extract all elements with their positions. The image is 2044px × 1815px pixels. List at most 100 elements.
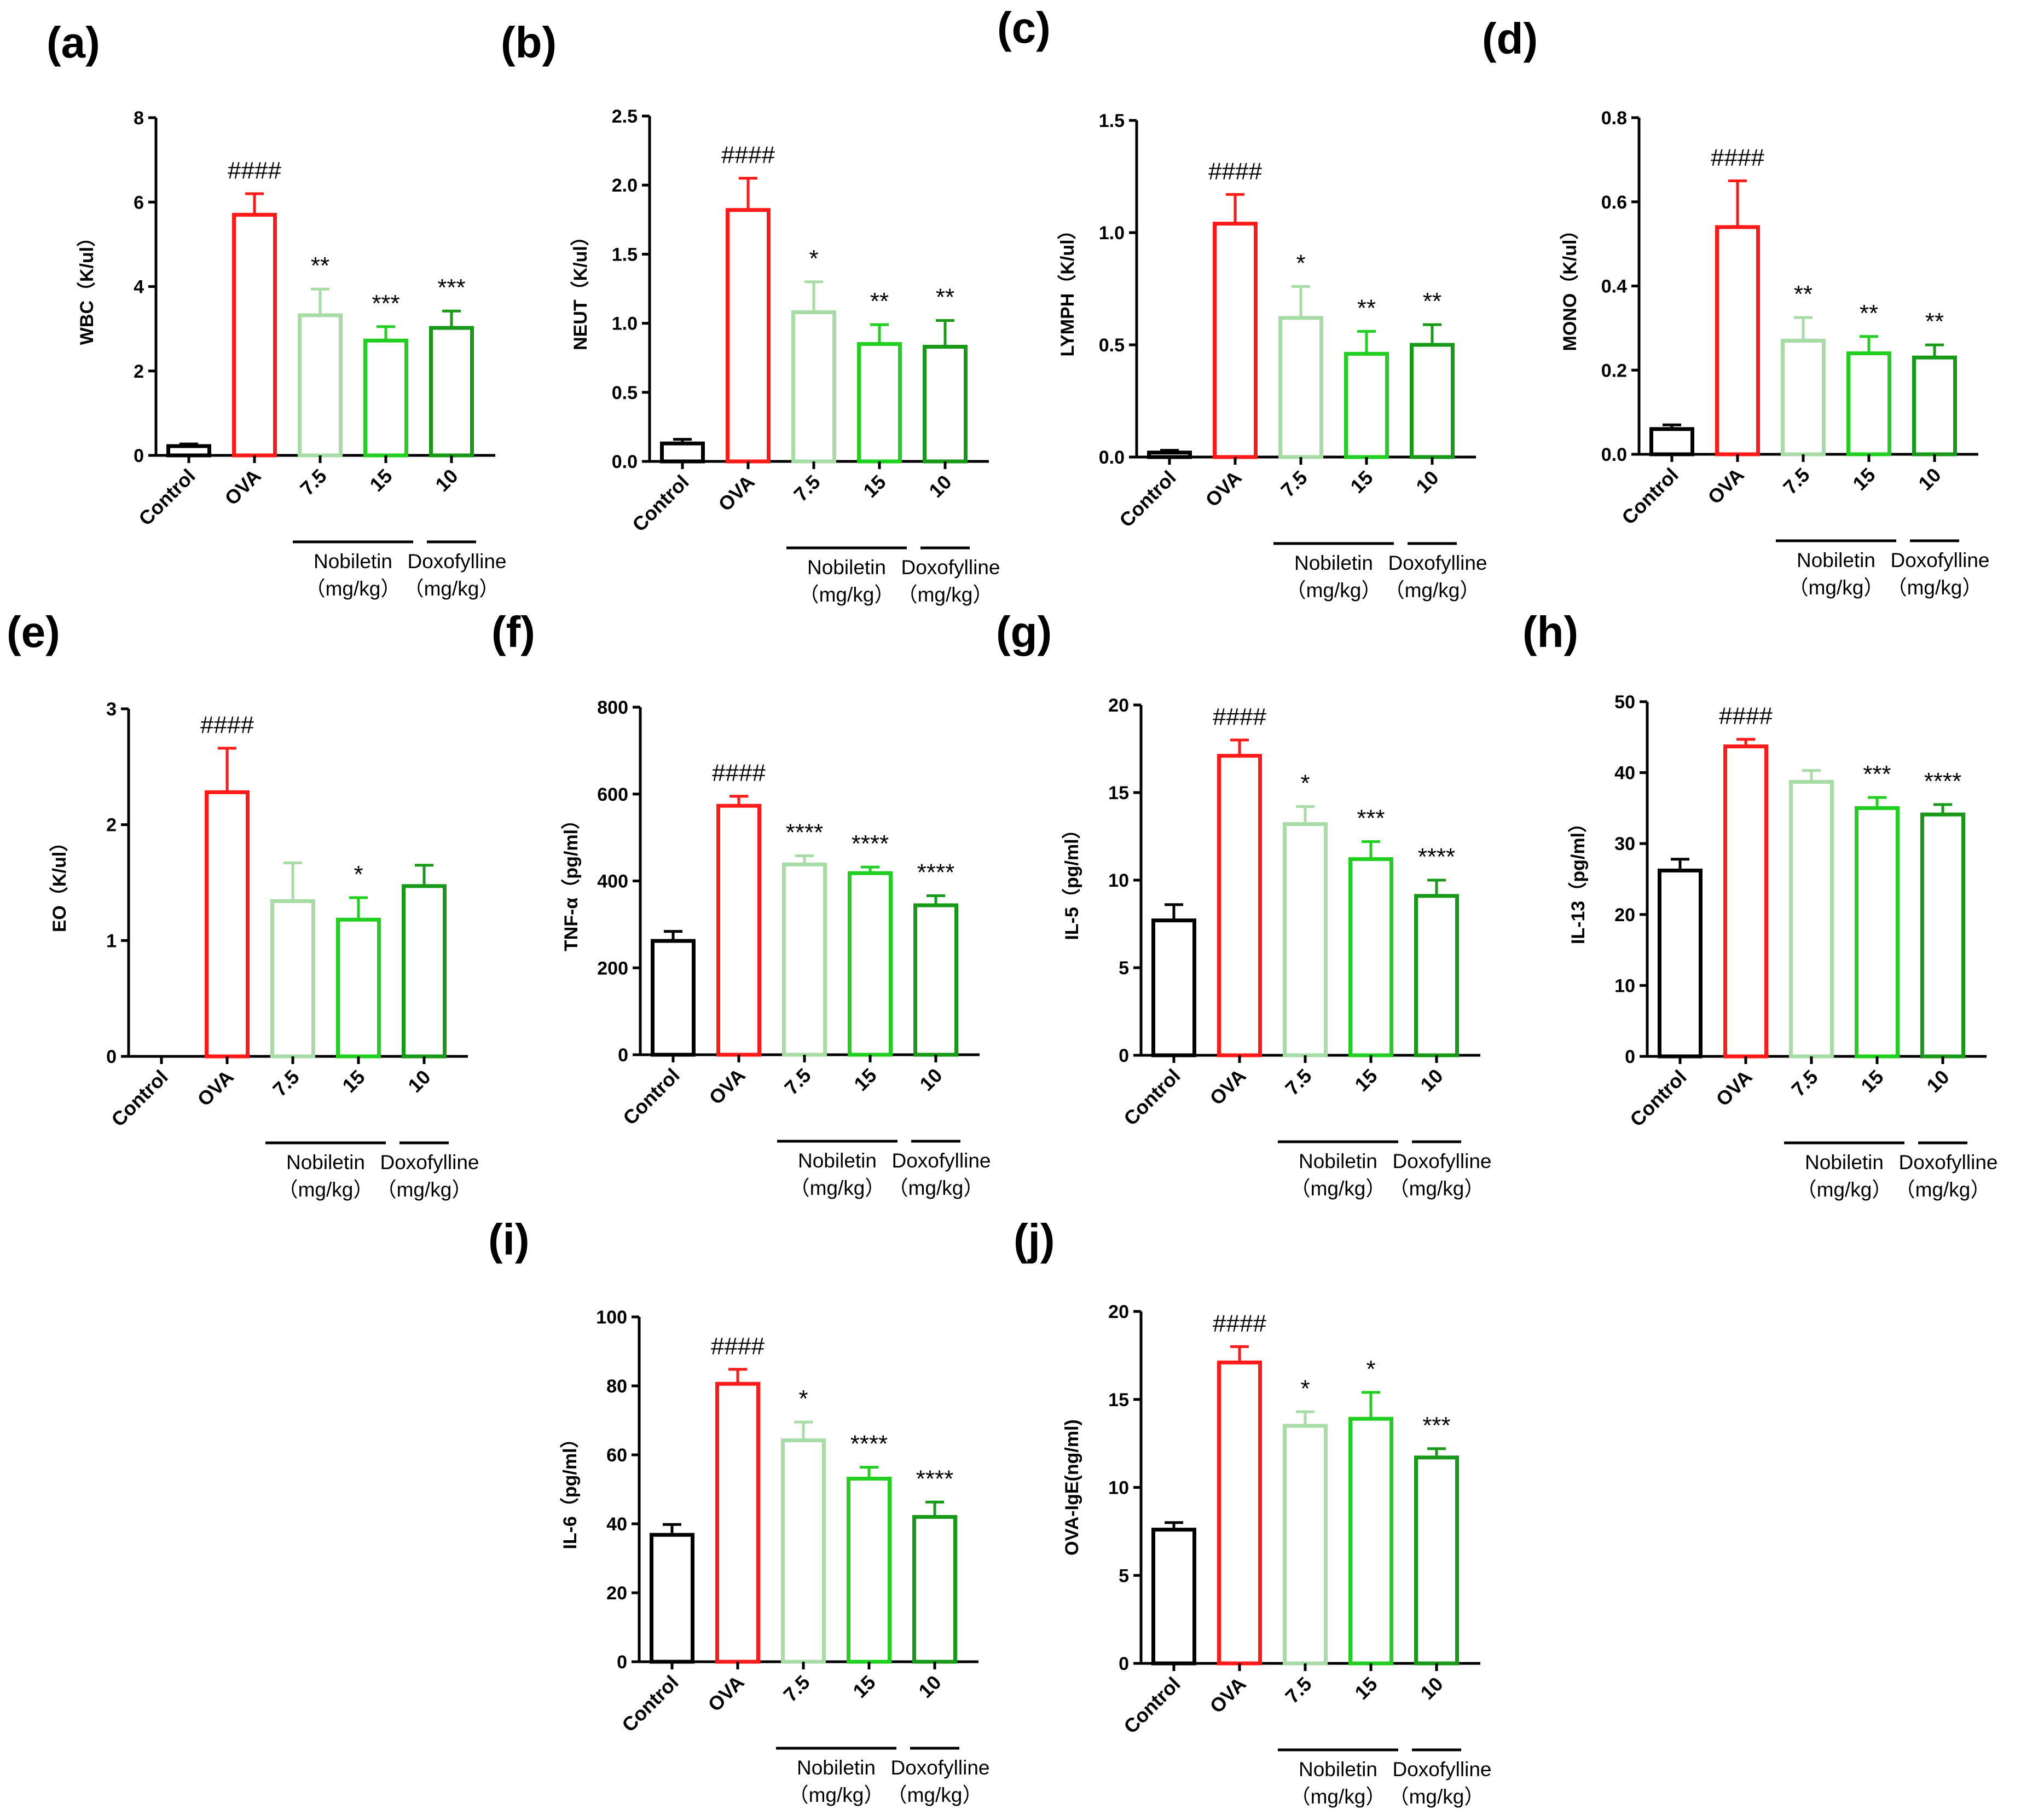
bar (913, 903, 958, 1057)
bar (923, 345, 968, 464)
y-axis-label: NEUT（K/ul） (570, 227, 591, 350)
y-tick-label: 50 (1614, 692, 1635, 713)
x-tick-label: 10 (924, 471, 956, 502)
panel-letter: (h) (1522, 608, 1578, 656)
x-tick-label: OVA (1205, 1673, 1250, 1718)
x-tick-label: 7.5 (1281, 1673, 1316, 1708)
group-unit-doxofylline: （mg/kg） (377, 1178, 472, 1201)
y-tick-label: 0.0 (1601, 444, 1627, 465)
x-tick-label: 15 (338, 1066, 369, 1097)
panel-2: (b) 0.0 0.5 1.0 1.5 2.0 2.5 NEUT（K/ul） Control ##… (501, 18, 1000, 606)
bar (270, 899, 315, 1059)
group-label-doxofylline: Doxofylline (901, 556, 1000, 579)
bar (715, 1382, 760, 1664)
panel-letter: (e) (7, 608, 60, 656)
y-tick-label: 0 (106, 1047, 117, 1067)
y-tick-label: 5 (1119, 958, 1129, 979)
significance-mark: * (798, 1385, 808, 1412)
y-tick-label: 60 (606, 1445, 627, 1466)
significance-mark: ** (1423, 288, 1441, 315)
x-tick-label: 7.5 (780, 1064, 815, 1099)
y-axis-label: IL-6（pg/ml） (559, 1429, 581, 1549)
x-tick-label: Control (1115, 466, 1180, 531)
x-tick-label: 7.5 (1779, 464, 1814, 499)
y-tick-label: 40 (606, 1514, 627, 1535)
significance-mark: *** (372, 290, 399, 317)
bar (1283, 1424, 1328, 1666)
y-tick-label: 3 (106, 699, 117, 720)
x-tick-label: Control (617, 1671, 682, 1736)
bar (1151, 918, 1196, 1057)
panel-7: (g) 0 5 10 15 20 IL-5（pg/ml） Control #### OVA * 7.5… (996, 608, 1491, 1200)
bar (1217, 1360, 1262, 1666)
group-label-doxofylline: Doxofylline (408, 550, 507, 573)
x-tick-label: Control (1119, 1065, 1184, 1130)
y-tick-label: 2.5 (612, 106, 638, 127)
y-tick-label: 1 (106, 930, 117, 951)
bar (1151, 1528, 1196, 1666)
group-label-doxofylline: Doxofylline (1891, 549, 1990, 571)
y-axis-label: IL-13（pg/ml） (1567, 814, 1589, 944)
group-unit-nobiletin: （mg/kg） (1290, 1785, 1386, 1808)
significance-mark: * (1366, 1356, 1375, 1383)
significance-mark: * (1300, 1375, 1310, 1402)
group-unit-doxofylline: （mg/kg） (888, 1177, 984, 1199)
x-tick-label: 10 (914, 1671, 945, 1702)
significance-mark: #### (1719, 703, 1773, 730)
x-tick-label: 10 (431, 465, 462, 496)
x-tick-label: 15 (1856, 1066, 1887, 1097)
group-label-nobiletin: Nobiletin (1299, 1758, 1377, 1781)
panel-3: (c) 0.0 0.5 1.0 1.5 LYMPH（K/ul） Control #### OVA… (997, 3, 1487, 602)
group-unit-doxofylline: （mg/kg） (1389, 1785, 1485, 1808)
group-label-doxofylline: Doxofylline (1393, 1150, 1492, 1172)
y-tick-label: 6 (134, 192, 144, 213)
group-unit-doxofylline: （mg/kg） (897, 583, 993, 606)
panel-letter: (f) (491, 608, 535, 656)
significance-mark: #### (1213, 1310, 1266, 1337)
significance-mark: ** (1860, 300, 1878, 327)
y-tick-label: 0.4 (1601, 276, 1627, 297)
y-tick-label: 10 (1614, 975, 1635, 996)
y-tick-label: 0.2 (1601, 360, 1627, 381)
y-axis-label: EO（K/ul） (49, 833, 70, 932)
group-unit-nobiletin: （mg/kg） (278, 1178, 374, 1201)
x-tick-label: OVA (1711, 1066, 1756, 1111)
bar (1723, 744, 1768, 1059)
x-tick-label: 10 (1411, 466, 1443, 498)
y-axis-label: OVA-IgE(ng/ml) (1062, 1419, 1082, 1556)
x-tick-label: 7.5 (1281, 1065, 1316, 1100)
significance-mark: *** (1357, 805, 1385, 832)
x-tick-label: OVA (1201, 466, 1246, 511)
bar (857, 342, 902, 464)
x-tick-label: Control (1625, 1066, 1690, 1131)
bar (1213, 222, 1258, 459)
group-label-nobiletin: Nobiletin (286, 1151, 365, 1174)
bar (1414, 1455, 1459, 1666)
y-tick-label: 0 (134, 446, 144, 466)
significance-mark: * (1296, 250, 1305, 276)
group-label-nobiletin: Nobiletin (1797, 549, 1875, 571)
y-tick-label: 2 (134, 361, 144, 382)
bar (232, 212, 277, 458)
bar (336, 917, 381, 1059)
bar (1217, 754, 1262, 1057)
x-tick-label: 7.5 (779, 1671, 814, 1706)
group-unit-nobiletin: （mg/kg） (1797, 1178, 1892, 1201)
significance-mark: #### (228, 157, 281, 184)
group-label-doxofylline: Doxofylline (380, 1151, 479, 1174)
y-tick-label: 8 (134, 108, 144, 129)
significance-mark: ** (311, 252, 329, 279)
y-axis-label: LYMPH（K/ul） (1057, 221, 1078, 356)
significance-mark: *** (1863, 761, 1891, 788)
panel-letter: (c) (997, 3, 1051, 52)
panel-10: (j) 0 5 10 15 20 OVA-IgE(ng/ml) Control #### OVA *… (1014, 1215, 1491, 1808)
significance-mark: ** (936, 284, 954, 311)
bar (1348, 1417, 1393, 1666)
y-tick-label: 100 (596, 1307, 627, 1328)
x-tick-label: 10 (915, 1064, 946, 1095)
significance-mark: #### (711, 1333, 765, 1360)
panel-letter: (g) (996, 608, 1052, 656)
y-tick-label: 0.6 (1601, 192, 1627, 213)
y-tick-label: 1.5 (612, 244, 638, 265)
panel-letter: (i) (488, 1215, 530, 1264)
